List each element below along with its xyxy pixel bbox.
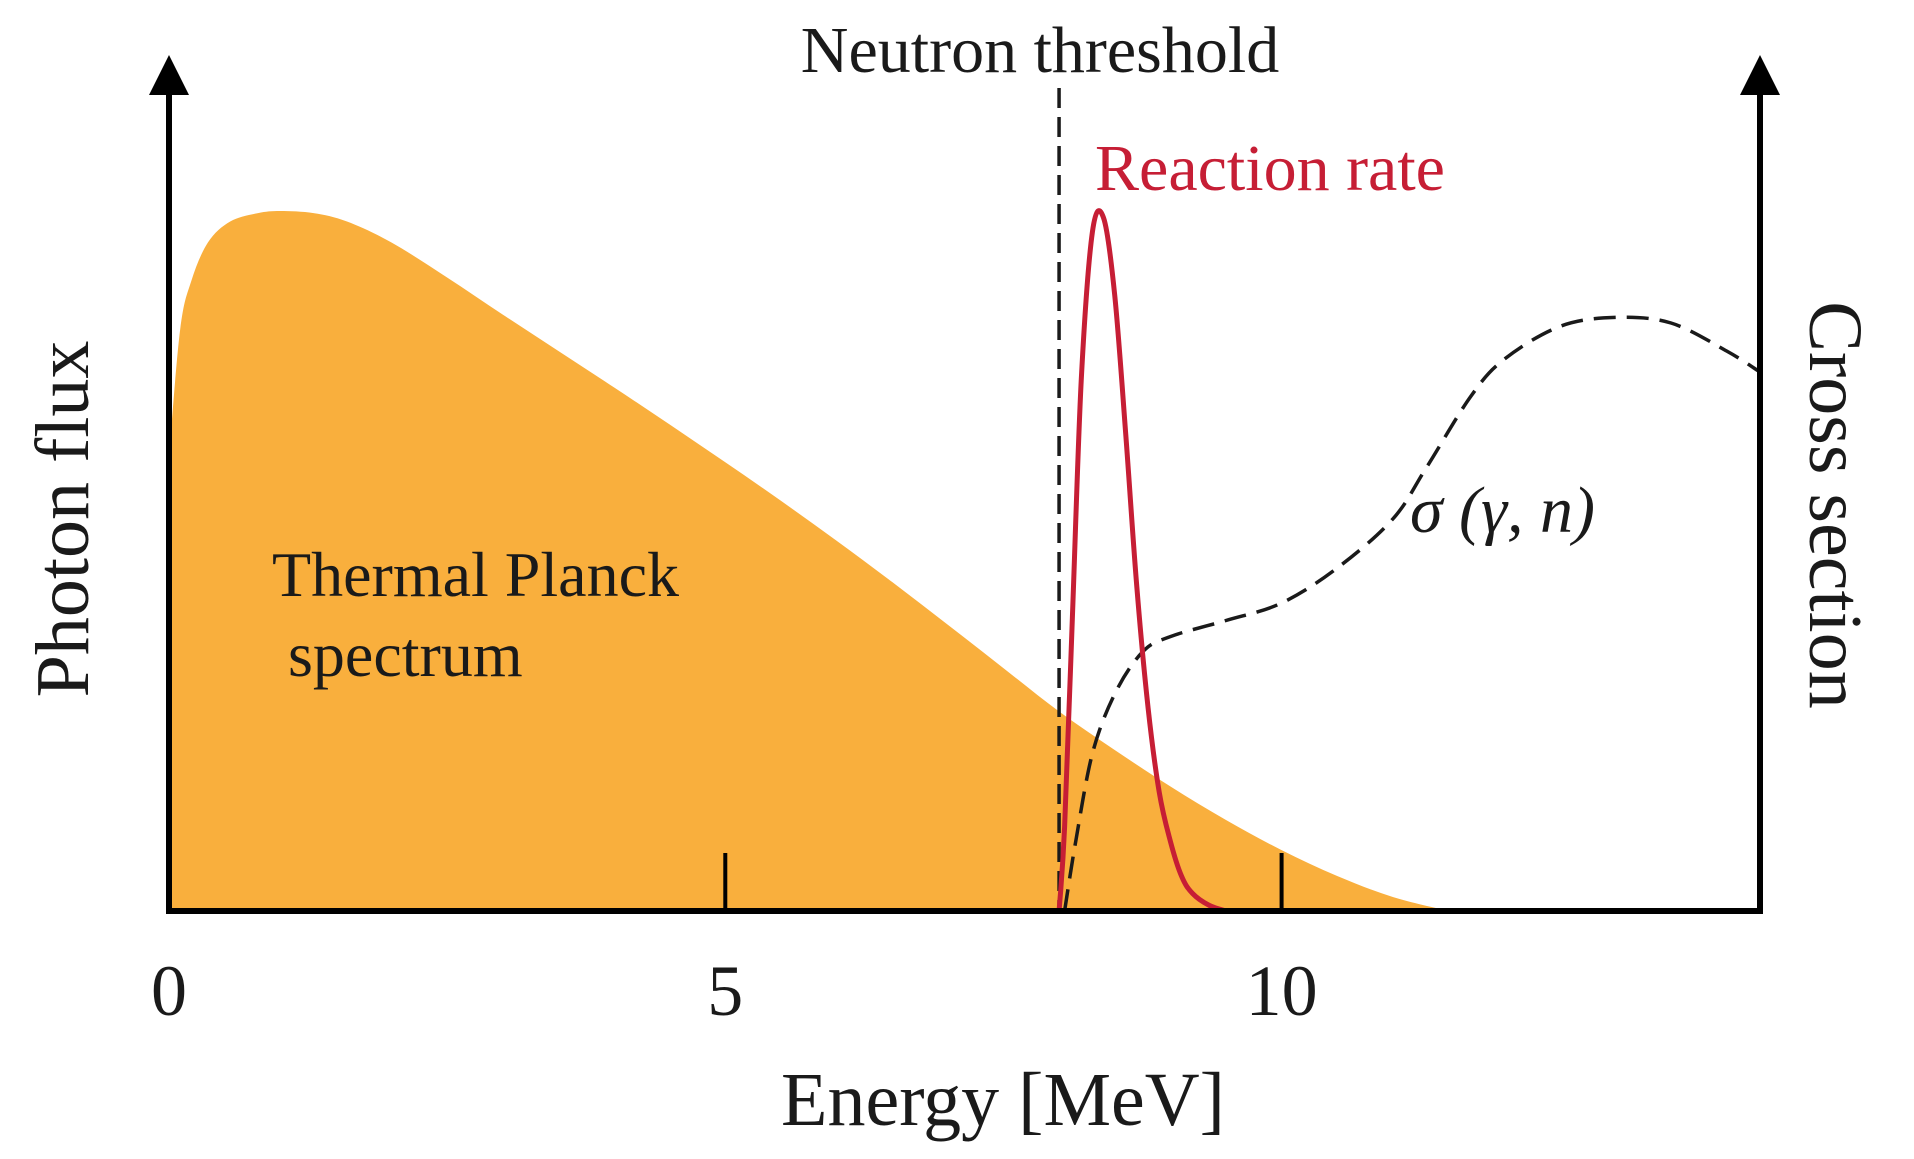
- planck-label-line1: Thermal Planck: [272, 539, 679, 610]
- x-tick-label-10: 10: [1246, 951, 1318, 1031]
- cross-section-label: σ (γ, n): [1410, 474, 1595, 547]
- right-axis-arrowhead: [1740, 55, 1780, 95]
- left-y-axis-title: Photon flux: [21, 341, 105, 698]
- x-tick-label-0: 0: [151, 951, 187, 1031]
- reaction-rate-label: Reaction rate: [1095, 132, 1445, 205]
- x-tick-label-5: 5: [707, 951, 743, 1031]
- x-axis-title: Energy [MeV]: [781, 1058, 1225, 1142]
- threshold-label: Neutron threshold: [801, 14, 1279, 87]
- x-ticks: 0 5 10: [151, 853, 1318, 1031]
- axes: [149, 55, 1780, 914]
- planck-spectrum-area: [169, 211, 1449, 911]
- cross-section-curve: [1062, 315, 1760, 912]
- left-axis-arrowhead: [149, 55, 189, 95]
- planck-label-line2: spectrum: [272, 619, 523, 690]
- reaction-rate-curve: [1056, 208, 1227, 914]
- right-y-axis-title: Cross section: [1793, 301, 1877, 708]
